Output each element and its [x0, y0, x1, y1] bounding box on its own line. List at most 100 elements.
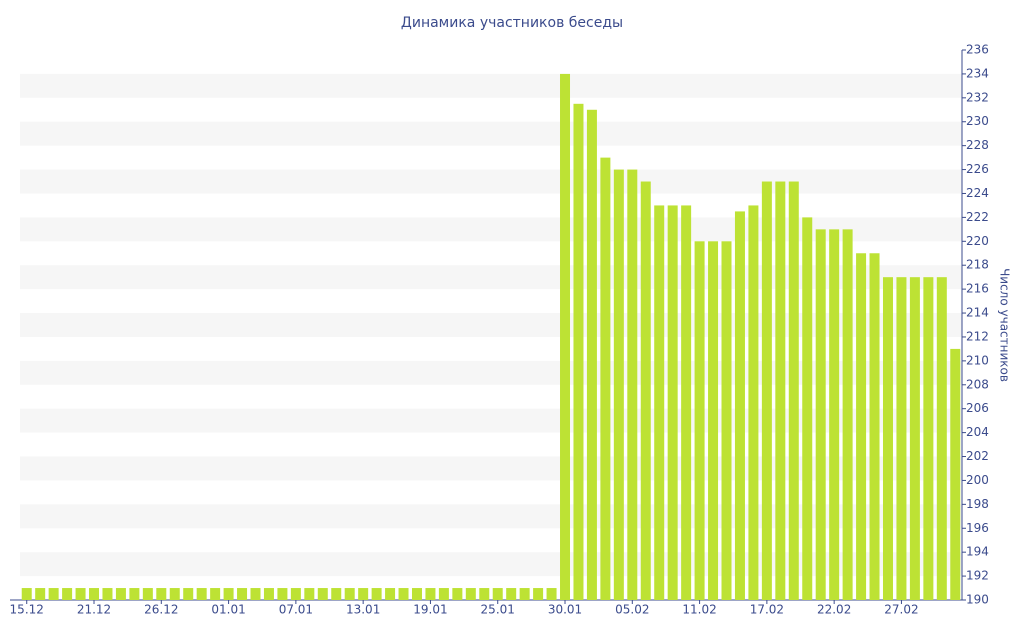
y-tick-label: 216 — [966, 282, 989, 296]
x-tick-label: 15.12 — [10, 603, 44, 617]
bar — [909, 277, 920, 600]
y-tick-label: 190 — [966, 593, 989, 607]
bar — [35, 588, 46, 600]
bar — [317, 588, 328, 600]
bar — [115, 588, 126, 600]
bar — [102, 588, 113, 600]
y-tick-label: 220 — [966, 234, 989, 248]
bar — [882, 277, 893, 600]
bar — [950, 348, 961, 600]
x-tick-label: 27.02 — [884, 603, 918, 617]
x-tick-label: 01.01 — [211, 603, 245, 617]
bar — [425, 588, 436, 600]
y-axis-label: Число участников — [998, 268, 1012, 382]
bar — [250, 588, 261, 600]
y-tick-label: 232 — [966, 90, 989, 104]
x-tick-label: 22.02 — [817, 603, 851, 617]
bar — [519, 588, 530, 600]
y-tick-label: 204 — [966, 425, 989, 439]
bar — [613, 169, 624, 600]
y-tick-label: 202 — [966, 449, 989, 463]
bar — [89, 588, 100, 600]
bar — [48, 588, 59, 600]
bar — [438, 588, 449, 600]
x-tick-label: 19.01 — [413, 603, 447, 617]
y-tick-label: 228 — [966, 138, 989, 152]
bar — [21, 588, 32, 600]
x-tick-label: 07.01 — [279, 603, 313, 617]
x-tick-label: 17.02 — [750, 603, 784, 617]
bar — [856, 253, 867, 600]
bar — [775, 181, 786, 601]
bar — [169, 588, 180, 600]
bar — [815, 229, 826, 600]
bar — [223, 588, 234, 600]
bar — [748, 205, 759, 600]
y-tick-label: 196 — [966, 521, 989, 535]
bar — [734, 211, 745, 601]
bar — [869, 253, 880, 600]
bar — [506, 588, 517, 600]
bar — [385, 588, 396, 600]
y-tick-label: 198 — [966, 497, 989, 511]
bar — [156, 588, 167, 600]
bar — [452, 588, 463, 600]
bar — [492, 588, 503, 600]
y-tick-label: 192 — [966, 569, 989, 583]
bar — [761, 181, 772, 601]
grid-band — [20, 73, 962, 98]
x-tick-label: 21.12 — [77, 603, 111, 617]
bar — [560, 73, 571, 601]
bar — [142, 588, 153, 600]
bar — [721, 241, 732, 600]
bar — [573, 103, 584, 600]
y-tick-label: 206 — [966, 401, 989, 415]
y-tick-label: 226 — [966, 162, 989, 176]
x-tick-label: 13.01 — [346, 603, 380, 617]
y-tick-label: 212 — [966, 329, 989, 343]
bar — [196, 588, 207, 600]
y-tick-label: 200 — [966, 473, 989, 487]
bar — [546, 588, 557, 600]
bar — [62, 588, 73, 600]
bar — [398, 588, 409, 600]
y-tick-label: 230 — [966, 114, 989, 128]
bar — [263, 588, 274, 600]
bar — [586, 109, 597, 601]
y-tick-label: 194 — [966, 545, 989, 559]
bar — [304, 588, 315, 600]
bar — [358, 588, 369, 600]
y-tick-label: 222 — [966, 210, 989, 224]
bar — [533, 588, 544, 600]
bar — [923, 277, 934, 600]
bar — [788, 181, 799, 601]
grid-band — [20, 169, 962, 194]
bar — [896, 277, 907, 600]
bar — [694, 241, 705, 600]
bar — [411, 588, 422, 600]
bar — [237, 588, 248, 600]
bar — [681, 205, 692, 600]
x-tick-label: 25.01 — [481, 603, 515, 617]
bar — [129, 588, 140, 600]
bar — [371, 588, 382, 600]
y-tick-label: 236 — [966, 43, 989, 57]
bar — [344, 588, 355, 600]
y-tick-label: 214 — [966, 306, 989, 320]
y-tick-label: 218 — [966, 258, 989, 272]
bar — [667, 205, 678, 600]
bar — [479, 588, 490, 600]
bar — [936, 277, 947, 600]
y-tick-label: 210 — [966, 353, 989, 367]
y-tick-label: 208 — [966, 377, 989, 391]
bar — [640, 181, 651, 601]
bar — [708, 241, 719, 600]
bar — [842, 229, 853, 600]
x-tick-label: 05.02 — [615, 603, 649, 617]
y-tick-label: 224 — [966, 186, 989, 200]
bar — [290, 588, 301, 600]
bar — [627, 169, 638, 600]
bar — [210, 588, 221, 600]
x-tick-label: 26.12 — [144, 603, 178, 617]
